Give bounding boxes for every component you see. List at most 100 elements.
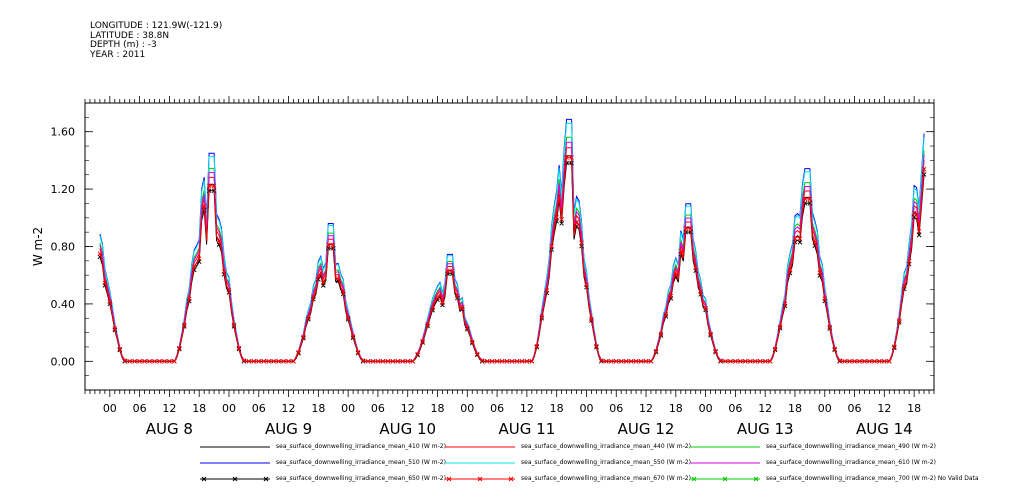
series-marker bbox=[733, 358, 738, 364]
legend-swatch bbox=[690, 457, 760, 469]
series-marker bbox=[867, 358, 872, 364]
series-marker bbox=[559, 217, 564, 222]
series-marker bbox=[320, 280, 326, 286]
series-marker bbox=[186, 296, 192, 302]
series-marker bbox=[891, 344, 897, 350]
x-tick-label: 00 bbox=[341, 402, 355, 415]
x-tick-label: 12 bbox=[401, 402, 415, 415]
series-marker bbox=[162, 358, 167, 364]
series-marker bbox=[653, 348, 659, 354]
longitude-label: LONGITUDE : 121.9W(-121.9) bbox=[90, 21, 223, 31]
day-label: AUG 9 bbox=[265, 420, 312, 438]
x-tick-label: 18 bbox=[669, 402, 683, 415]
series-marker bbox=[817, 270, 823, 276]
series-marker bbox=[306, 315, 311, 320]
series-marker bbox=[355, 349, 361, 355]
series-marker bbox=[663, 312, 669, 317]
legend-swatch bbox=[690, 441, 760, 453]
day-label: AUG 10 bbox=[379, 420, 436, 438]
series-marker bbox=[261, 358, 267, 364]
series-marker bbox=[420, 339, 425, 344]
series-marker bbox=[524, 358, 530, 364]
series-marker bbox=[608, 358, 614, 364]
series-marker bbox=[221, 269, 227, 274]
series-marker bbox=[787, 268, 793, 273]
series-marker bbox=[425, 322, 430, 327]
series-marker bbox=[390, 358, 396, 364]
series-marker bbox=[415, 351, 420, 357]
series-marker bbox=[97, 251, 103, 256]
legend-swatch bbox=[690, 473, 760, 485]
series-marker bbox=[365, 358, 371, 364]
series-marker bbox=[112, 326, 118, 331]
day-label: AUG 13 bbox=[737, 420, 794, 438]
x-tick-label: 12 bbox=[162, 402, 176, 415]
legend-swatch bbox=[445, 441, 515, 453]
series-marker bbox=[589, 316, 594, 322]
day-label: AUG 14 bbox=[856, 420, 913, 438]
series-marker bbox=[842, 358, 847, 364]
series-marker bbox=[345, 315, 351, 321]
x-tick-label: 12 bbox=[639, 402, 653, 415]
series-marker bbox=[360, 358, 366, 363]
series-marker bbox=[330, 242, 336, 248]
series-marker bbox=[812, 239, 818, 245]
legend-item: sea_surface_downwelling_irradiance_mean_… bbox=[690, 473, 979, 485]
series-marker bbox=[569, 155, 574, 160]
series-marker bbox=[916, 232, 922, 238]
series-marker bbox=[857, 358, 862, 364]
day-label: AUG 8 bbox=[146, 420, 193, 438]
y-tick-label: 0.80 bbox=[51, 241, 76, 254]
series-marker bbox=[370, 358, 376, 364]
series-marker bbox=[206, 183, 212, 189]
series-marker bbox=[469, 339, 475, 345]
series-marker bbox=[802, 196, 808, 202]
series-marker bbox=[450, 268, 455, 274]
y-tick-label: 0.00 bbox=[51, 355, 76, 368]
series-marker bbox=[102, 280, 108, 286]
latitude-label: LATITUDE : 38.8N bbox=[90, 30, 170, 41]
series-marker bbox=[350, 334, 356, 339]
series-marker bbox=[743, 358, 748, 364]
series-marker bbox=[474, 351, 480, 357]
series-marker bbox=[266, 358, 272, 364]
series-marker bbox=[872, 358, 877, 364]
series-marker bbox=[911, 210, 917, 216]
legend-swatch bbox=[200, 457, 270, 469]
series-marker bbox=[837, 358, 842, 363]
series-marker bbox=[877, 358, 882, 364]
series-marker bbox=[599, 358, 604, 364]
series-marker bbox=[301, 334, 306, 340]
irradiance-chart: 00 06 12 18 00 06 12 18 00 06 12 18 00 06 12 18 00 06 12 18… bbox=[31, 96, 935, 438]
series-marker bbox=[519, 358, 525, 364]
series-marker bbox=[688, 225, 694, 231]
series-marker bbox=[137, 358, 142, 364]
day-label: AUG 12 bbox=[618, 420, 675, 438]
y-tick-label: 1.20 bbox=[51, 183, 76, 196]
legend-label: sea_surface_downwelling_irradiance_mean_… bbox=[276, 459, 446, 466]
legend-label: sea_surface_downwelling_irradiance_mean_… bbox=[521, 475, 691, 482]
series-marker bbox=[772, 346, 778, 352]
series-marker bbox=[286, 358, 291, 364]
x-tick-label: 12 bbox=[282, 402, 296, 415]
series-marker bbox=[896, 318, 902, 324]
series-marker bbox=[752, 358, 758, 364]
series-marker bbox=[916, 229, 922, 234]
series-marker bbox=[847, 358, 852, 364]
series-marker bbox=[718, 358, 723, 363]
x-tick-label: 00 bbox=[699, 402, 713, 415]
series-marker bbox=[325, 242, 331, 248]
series-marker bbox=[340, 289, 346, 295]
series-marker bbox=[648, 358, 654, 364]
series-marker bbox=[599, 358, 604, 363]
series-marker bbox=[658, 331, 664, 337]
x-tick-label: 06 bbox=[848, 402, 862, 415]
day-label: AUG 11 bbox=[499, 420, 556, 438]
series-marker bbox=[504, 358, 510, 364]
series-marker bbox=[792, 236, 798, 241]
plot-frame bbox=[84, 102, 935, 391]
series-marker bbox=[554, 214, 559, 220]
series-marker bbox=[718, 358, 723, 364]
series-marker bbox=[489, 358, 495, 364]
series-marker bbox=[196, 256, 202, 261]
